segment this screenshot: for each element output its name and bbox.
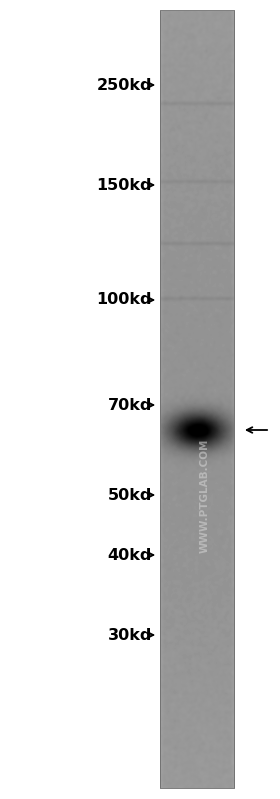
- Text: WWW.PTGLAB.COM: WWW.PTGLAB.COM: [199, 438, 209, 553]
- Text: 50kd: 50kd: [108, 487, 152, 503]
- Text: 100kd: 100kd: [97, 292, 152, 308]
- Text: 150kd: 150kd: [97, 177, 152, 193]
- Text: 70kd: 70kd: [108, 397, 152, 412]
- Text: 30kd: 30kd: [108, 627, 152, 642]
- Text: 250kd: 250kd: [97, 78, 152, 93]
- Text: 40kd: 40kd: [108, 547, 152, 562]
